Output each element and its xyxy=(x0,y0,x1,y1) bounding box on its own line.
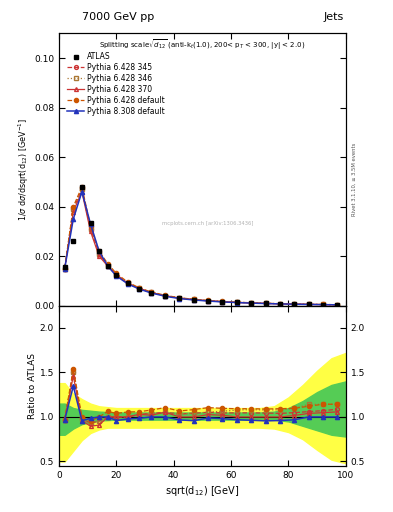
Text: mcplots.cern.ch [arXiv:1306.3436]: mcplots.cern.ch [arXiv:1306.3436] xyxy=(162,222,254,226)
Text: Jets: Jets xyxy=(323,11,344,22)
Legend: ATLAS, Pythia 6.428 345, Pythia 6.428 346, Pythia 6.428 370, Pythia 6.428 defaul: ATLAS, Pythia 6.428 345, Pythia 6.428 34… xyxy=(66,51,166,117)
Y-axis label: Ratio to ATLAS: Ratio to ATLAS xyxy=(28,353,37,419)
X-axis label: sqrt(d$_{12}$) [GeV]: sqrt(d$_{12}$) [GeV] xyxy=(165,484,239,498)
Text: Splitting scale$\sqrt{d_{12}}$ (anti-k$_t$(1.0), 200< p$_T$ < 300, |y| < 2.0): Splitting scale$\sqrt{d_{12}}$ (anti-k$_… xyxy=(99,37,305,52)
Text: 7000 GeV pp: 7000 GeV pp xyxy=(82,11,154,22)
Y-axis label: 1/$\sigma$ d$\sigma$/dsqrt(d$_{12}$) [GeV$^{-1}$]: 1/$\sigma$ d$\sigma$/dsqrt(d$_{12}$) [Ge… xyxy=(17,118,31,221)
Text: Rivet 3.1.10, ≥ 3.5M events: Rivet 3.1.10, ≥ 3.5M events xyxy=(352,142,357,216)
